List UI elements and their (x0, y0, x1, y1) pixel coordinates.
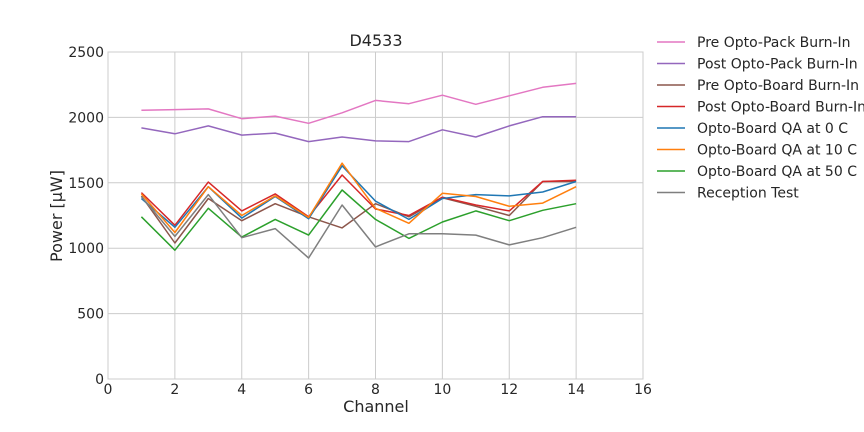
plot-area: 0 2 4 6 8 10 12 14 16 0 500 1000 1500 2000 2500 (68, 45, 652, 398)
x-tick-label: 16 (634, 382, 652, 398)
series-line (140, 193, 577, 259)
series-line (140, 162, 577, 234)
y-tick-label: 1500 (68, 176, 104, 192)
x-axis-label: Channel (343, 397, 409, 416)
legend-entry: Reception Test (697, 186, 799, 202)
x-tick-label: 0 (104, 382, 113, 398)
legend-entry: Post Opto-Board Burn-In (697, 100, 864, 116)
y-tick-label: 2000 (68, 110, 104, 126)
legend-entry: Pre Opto-Pack Burn-In (697, 35, 851, 51)
x-tick-label: 8 (371, 382, 380, 398)
x-tick-label: 12 (500, 382, 518, 398)
y-tick-label: 500 (77, 307, 104, 323)
series-line (140, 189, 577, 251)
legend-entry: Pre Opto-Board Burn-In (697, 78, 859, 94)
chart-title: D4533 (349, 31, 402, 50)
legend-entry: Post Opto-Pack Burn-In (697, 57, 858, 73)
x-tick-label: 6 (304, 382, 313, 398)
y-axis-label: Power [μW] (47, 170, 66, 262)
y-tick-label: 1000 (68, 241, 104, 257)
x-tick-label: 4 (237, 382, 246, 398)
legend-entry: Opto-Board QA at 0 C (697, 121, 848, 137)
plot-frame (107, 51, 644, 380)
series-line (141, 82, 577, 125)
series-line (141, 115, 577, 143)
series-line (140, 174, 577, 227)
series-line (140, 180, 577, 244)
y-tick-label: 0 (95, 372, 104, 388)
y-tick-label: 2500 (68, 45, 104, 61)
x-tick-label: 2 (170, 382, 179, 398)
legend-entry: Opto-Board QA at 50 C (697, 164, 857, 180)
legend: Pre Opto-Pack Burn-In Post Opto-Pack Burn… (657, 35, 864, 202)
x-tick-label: 10 (433, 382, 451, 398)
legend-entry: Opto-Board QA at 10 C (697, 143, 857, 159)
x-tick-label: 14 (567, 382, 585, 398)
